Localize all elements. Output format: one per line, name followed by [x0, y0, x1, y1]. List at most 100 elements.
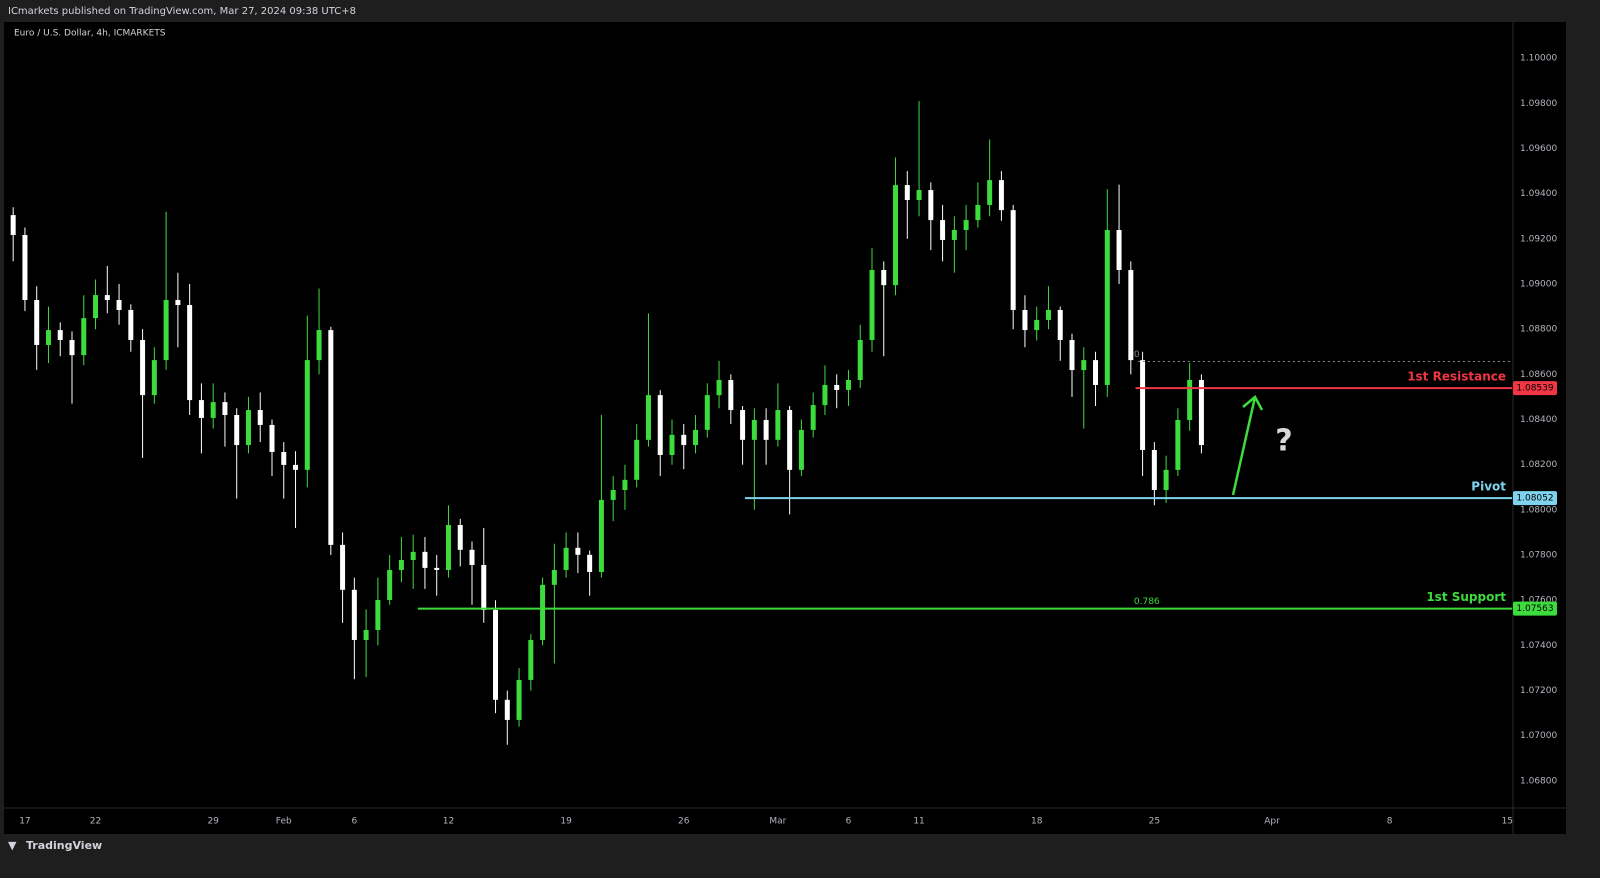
- candle-body: [410, 551, 416, 561]
- x-tick-label: 29: [207, 817, 219, 827]
- candle-body: [245, 410, 251, 446]
- candle-body: [1198, 379, 1204, 446]
- candle-body: [963, 220, 969, 231]
- candle-body: [881, 269, 887, 286]
- candle-body: [269, 424, 275, 453]
- candle-body: [1010, 210, 1016, 310]
- candle-body: [551, 569, 557, 585]
- y-tick-label: 1.09600: [1520, 144, 1557, 154]
- candle-body: [222, 402, 228, 415]
- y-tick-label: 1.09200: [1520, 234, 1557, 244]
- candle-body: [151, 360, 157, 396]
- candle-body: [434, 567, 440, 570]
- annotation: ?: [1275, 424, 1292, 459]
- y-tick-label: 1.07800: [1520, 551, 1557, 561]
- candle-body: [1093, 360, 1099, 385]
- price-tag-label: 1.07563: [1516, 604, 1553, 614]
- y-tick-label: 1.08600: [1520, 370, 1557, 380]
- candle-body: [822, 384, 828, 406]
- candle-body: [763, 419, 769, 440]
- candle-body: [869, 269, 875, 341]
- candle-body: [681, 434, 687, 446]
- candle-body: [1057, 309, 1063, 341]
- candle-body: [975, 204, 981, 221]
- candle-body: [481, 564, 487, 610]
- x-tick-label: 11: [913, 817, 924, 827]
- candle-body: [1140, 360, 1146, 451]
- level-name: 1st Support: [1426, 590, 1506, 604]
- price-tag: [1513, 601, 1557, 616]
- candle-body: [340, 544, 346, 590]
- candle-body: [1128, 269, 1134, 361]
- y-tick-label: 1.08800: [1520, 325, 1557, 335]
- x-tick-label: Apr: [1264, 817, 1280, 827]
- candle-body: [81, 318, 87, 356]
- candle-body: [987, 180, 993, 205]
- candle-body: [575, 547, 581, 555]
- candle-body: [69, 340, 75, 356]
- y-tick-label: 1.08400: [1520, 415, 1557, 425]
- candle-body: [587, 554, 593, 572]
- candle-body: [904, 185, 910, 200]
- candle-body: [751, 419, 757, 440]
- candle-body: [1034, 319, 1040, 331]
- candle-body: [316, 330, 322, 361]
- x-tick-label: 18: [1031, 817, 1043, 827]
- level-name: 1st Resistance: [1407, 370, 1506, 384]
- candle-body: [598, 499, 604, 572]
- candle-body: [1069, 340, 1075, 371]
- y-tick-label: 1.08000: [1520, 505, 1557, 515]
- candle-body: [1104, 230, 1110, 385]
- y-tick-label: 1.07600: [1520, 596, 1557, 606]
- x-tick-label: Mar: [769, 817, 786, 827]
- candle-body: [645, 395, 651, 440]
- marks: 1.06800 1.07000 1.07200 1.07400 1.07600 1.078…: [10, 54, 1557, 827]
- candle-body: [740, 410, 746, 440]
- x-tick-label: 19: [560, 817, 572, 827]
- candle-body: [693, 429, 699, 446]
- x-tick-label: 26: [678, 817, 690, 827]
- y-tick-label: 1.08200: [1520, 460, 1557, 470]
- candle-body: [940, 220, 946, 240]
- candle-body: [187, 305, 193, 401]
- fib-label: 0.786: [1134, 597, 1160, 607]
- candle-body: [57, 330, 63, 341]
- candle-body: [1163, 469, 1169, 490]
- x-tick-label: 17: [19, 817, 30, 827]
- x-tick-label: 25: [1149, 817, 1160, 827]
- price-tag: [1513, 491, 1557, 506]
- logo: TradingView: [26, 839, 102, 852]
- candle-body: [257, 410, 263, 425]
- candle-body: [1175, 419, 1181, 470]
- candle-body: [93, 295, 99, 319]
- publisher: ICmarkets published on TradingView.com, …: [8, 6, 356, 17]
- level-name: Pivot: [1471, 480, 1506, 494]
- candle-body: [998, 180, 1004, 211]
- x-tick-label: 15: [1502, 817, 1513, 827]
- candle-body: [716, 379, 722, 396]
- candle-body: [445, 524, 451, 570]
- candle-body: [563, 547, 569, 570]
- y-tick-label: 1.07400: [1520, 641, 1557, 651]
- candle-body: [387, 569, 393, 600]
- chart-title: Euro / U.S. Dollar, 4h, ICMARKETS: [14, 29, 166, 39]
- candle-body: [1116, 230, 1122, 270]
- candle-body: [163, 300, 169, 361]
- candle-body: [116, 300, 122, 310]
- candle-body: [45, 330, 51, 345]
- candle-body: [10, 215, 16, 235]
- plot-background: [4, 22, 1566, 834]
- y-tick-label: 1.09000: [1520, 280, 1557, 290]
- candle-body: [704, 395, 710, 430]
- candle-body: [916, 190, 922, 200]
- x-tick-label: 22: [90, 817, 101, 827]
- candle-body: [834, 384, 840, 390]
- y-tick-label: 1.07000: [1520, 731, 1557, 741]
- candle-body: [175, 300, 181, 306]
- x-tick-label: 8: [1387, 817, 1393, 827]
- x-tick-label: Feb: [276, 817, 292, 827]
- candle-body: [140, 340, 146, 396]
- candle-body: [1187, 379, 1193, 420]
- candle-body: [422, 551, 428, 568]
